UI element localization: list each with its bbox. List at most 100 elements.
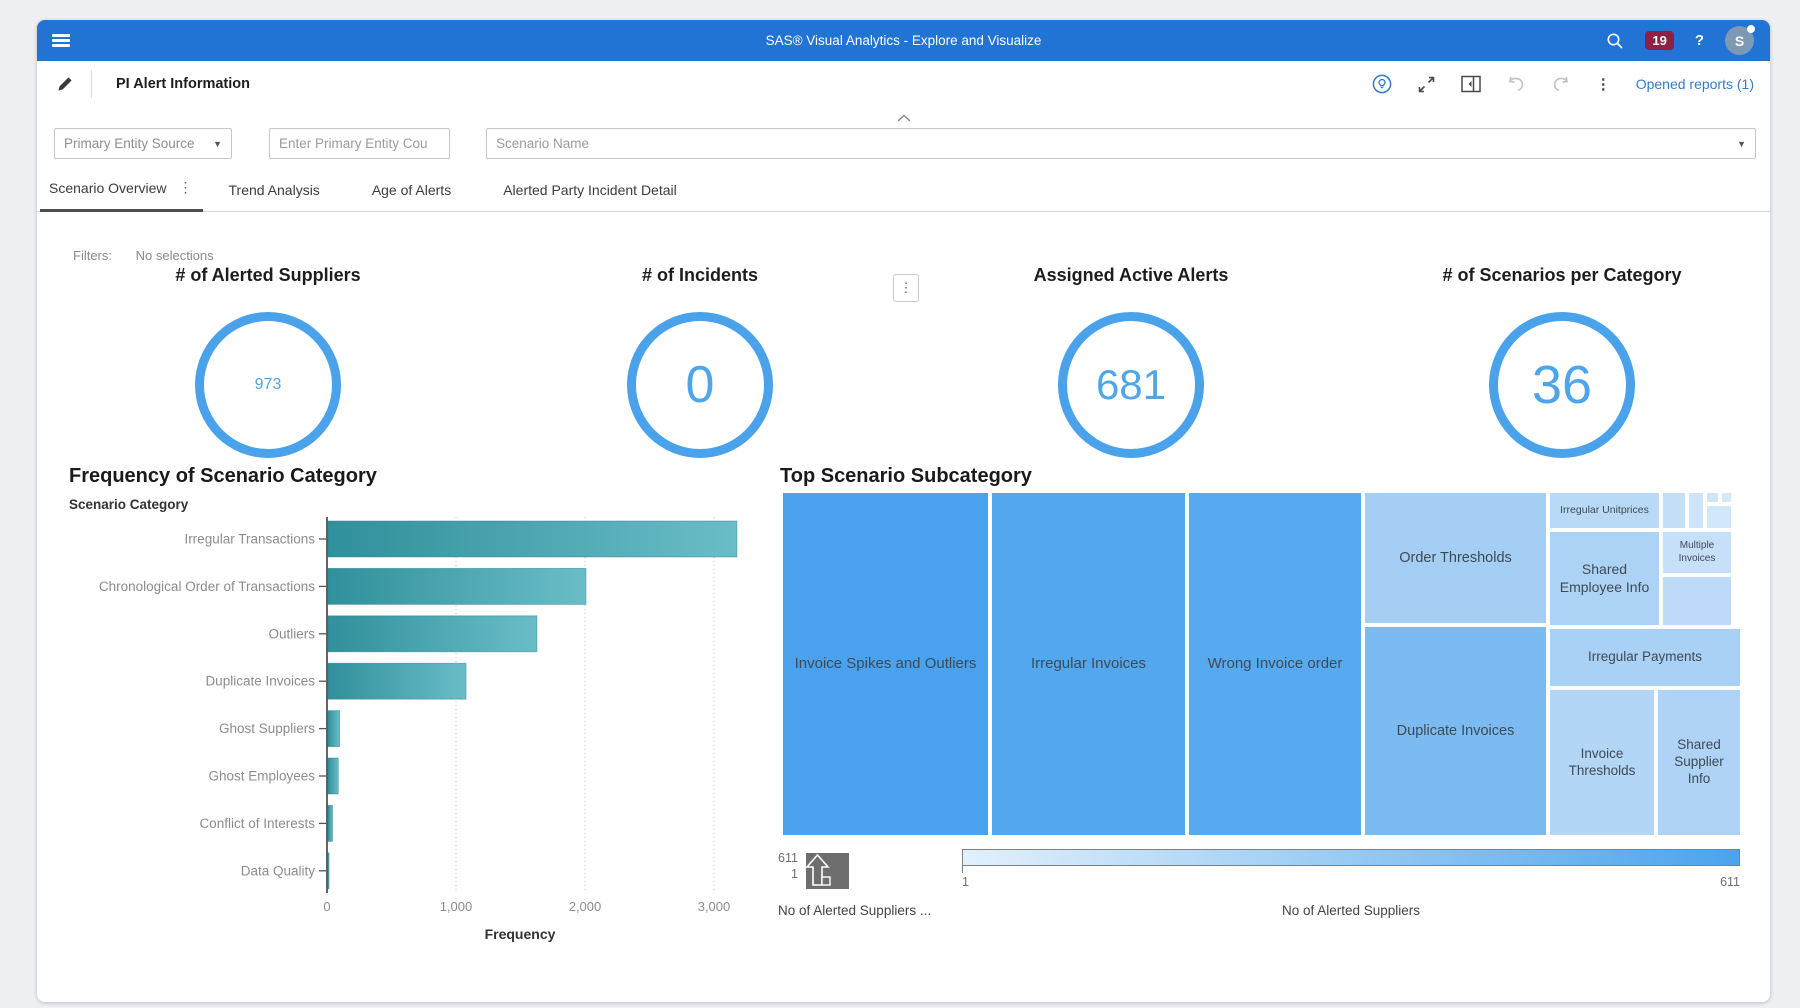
tile-unlabeled[interactable] xyxy=(1707,493,1718,502)
kpi-ring: 0 xyxy=(627,312,773,458)
bar-ghost-suppliers[interactable] xyxy=(327,710,341,748)
collapse-filters-icon[interactable] xyxy=(897,109,911,127)
tile-label: Shared Supplier Info xyxy=(1674,737,1724,786)
tab-label: Alerted Party Incident Detail xyxy=(503,182,677,198)
tab-label: Scenario Overview xyxy=(49,179,167,196)
kpi-title: # of Alerted Suppliers xyxy=(175,265,361,285)
tile-label: Irregular Unitprices xyxy=(1560,503,1649,516)
size-legend-label: No of Alerted Suppliers ... xyxy=(778,903,932,918)
bar-irregular-transactions[interactable] xyxy=(327,520,738,558)
kpi-ring: 973 xyxy=(195,312,341,458)
avatar-initial: S xyxy=(1734,32,1745,49)
toggle-panel-icon[interactable] xyxy=(1460,75,1481,93)
filters-value: No selections xyxy=(135,248,214,263)
app-window: SAS® Visual Analytics - Explore and Visu… xyxy=(37,20,1770,1002)
bar-chronological-order-of-transactions[interactable] xyxy=(327,568,587,605)
divider xyxy=(91,70,92,98)
kpi-scenarios-per-category: # of Scenarios per Category 36 xyxy=(1412,265,1712,458)
undo-icon[interactable] xyxy=(1506,75,1526,93)
x-axis-title: Frequency xyxy=(485,926,556,942)
object-menu-button[interactable]: ⋮ xyxy=(893,274,919,302)
tab-alerted-party-incident-detail[interactable]: Alerted Party Incident Detail xyxy=(477,182,703,211)
search-icon[interactable] xyxy=(1606,32,1624,50)
x-tick-label: 3,000 xyxy=(698,899,731,914)
kpi-value: 0 xyxy=(685,356,715,414)
tile-label: Shared Employee Info xyxy=(1559,561,1650,595)
tile-irregular-payments[interactable]: Irregular Payments xyxy=(1550,629,1740,686)
data-tips-icon[interactable] xyxy=(1372,74,1392,94)
gradient-axis-label: No of Alerted Suppliers xyxy=(1281,903,1421,918)
opened-reports-link[interactable]: Opened reports (1) xyxy=(1635,76,1754,92)
category-label: Duplicate Invoices xyxy=(205,674,315,689)
help-icon[interactable]: ? xyxy=(1694,32,1704,49)
bar-outliers[interactable] xyxy=(327,615,538,653)
tab-menu-icon[interactable]: ⋮ xyxy=(178,179,193,195)
expand-icon[interactable] xyxy=(1417,75,1436,94)
avatar[interactable]: S xyxy=(1725,25,1755,55)
category-label: Data Quality xyxy=(241,863,316,878)
gradient-min-label: 1 xyxy=(962,875,969,889)
kpi-title: # of Incidents xyxy=(641,265,758,285)
tile-irregular-unitprices[interactable]: Irregular Unitprices xyxy=(1550,493,1659,528)
tile-duplicate-invoices[interactable]: Duplicate Invoices xyxy=(1365,627,1546,835)
tab-bar: Scenario Overview ⋮ Trend Analysis Age of A… xyxy=(37,168,1770,212)
category-label: Ghost Employees xyxy=(208,769,315,784)
bar-duplicate-invoices[interactable] xyxy=(327,662,467,700)
category-label: Irregular Transactions xyxy=(184,532,315,547)
tile-irregular-invoices[interactable]: Irregular Invoices xyxy=(992,493,1185,835)
tile-wrong-invoice-order[interactable]: Wrong Invoice order xyxy=(1189,493,1361,835)
kpi-title: Assigned Active Alerts xyxy=(1033,265,1229,285)
tile-unlabeled[interactable] xyxy=(1663,577,1731,625)
x-tick-label: 1,000 xyxy=(440,899,473,914)
tile-invoice-thresholds[interactable]: Invoice Thresholds xyxy=(1550,690,1654,835)
app-header: SAS® Visual Analytics - Explore and Visu… xyxy=(37,20,1770,61)
tab-trend-analysis[interactable]: Trend Analysis xyxy=(203,182,346,211)
chevron-down-icon: ▼ xyxy=(213,138,222,149)
report-toolbar: PI Alert Information ⋮ Opened re xyxy=(37,61,1770,107)
category-label: Ghost Suppliers xyxy=(219,721,315,736)
size-legend: 611 1 xyxy=(778,851,849,891)
x-tick-label: 2,000 xyxy=(569,899,602,914)
x-tick-label: 0 xyxy=(323,899,330,914)
kpi-assigned-active-alerts: Assigned Active Alerts 681 xyxy=(981,265,1281,458)
overflow-menu-icon[interactable]: ⋮ xyxy=(1595,76,1611,93)
scenario-name-input[interactable] xyxy=(487,136,1738,151)
tile-order-thresholds[interactable]: Order Thresholds xyxy=(1365,493,1546,623)
tile-shared-supplier-info[interactable]: Shared Supplier Info xyxy=(1658,690,1740,835)
tab-scenario-overview[interactable]: Scenario Overview ⋮ xyxy=(40,179,203,212)
tile-label: Wrong Invoice order xyxy=(1207,654,1343,672)
bar-conflict-of-interests[interactable] xyxy=(327,804,333,842)
tile-shared-employee-info[interactable]: Shared Employee Info xyxy=(1550,532,1659,625)
tile-unlabeled[interactable] xyxy=(1707,506,1731,528)
entity-count-input[interactable] xyxy=(270,136,449,151)
tile-unlabeled[interactable] xyxy=(1722,493,1731,502)
filters-label: Filters: xyxy=(73,248,112,263)
redo-icon[interactable] xyxy=(1551,75,1571,93)
kpi-ring: 681 xyxy=(1058,312,1204,458)
tile-label: Duplicate Invoices xyxy=(1396,722,1515,739)
kpi-value: 973 xyxy=(254,376,282,393)
notification-badge[interactable]: 19 xyxy=(1645,31,1674,50)
tile-multiple-invoices[interactable]: Multiple Invoices xyxy=(1663,532,1731,573)
tab-age-of-alerts[interactable]: Age of Alerts xyxy=(346,182,477,211)
edit-pencil-icon[interactable] xyxy=(57,76,73,92)
app-title: SAS® Visual Analytics - Explore and Visu… xyxy=(765,33,1042,48)
category-label: Chronological Order of Transactions xyxy=(99,579,315,594)
category-label: Conflict of Interests xyxy=(199,816,315,831)
bar-chart-title: Frequency of Scenario Category xyxy=(69,465,377,487)
kpi-title: # of Scenarios per Category xyxy=(1442,265,1682,285)
kpi-value: 36 xyxy=(1531,355,1593,415)
menu-icon[interactable] xyxy=(52,34,70,47)
tile-unlabeled[interactable] xyxy=(1689,493,1703,528)
bar-ghost-employees[interactable] xyxy=(327,757,339,795)
bar-data-quality[interactable] xyxy=(327,852,330,890)
report-title: PI Alert Information xyxy=(116,76,250,92)
entity-source-select[interactable]: Primary Entity Source ▼ xyxy=(54,128,232,159)
tile-label: Invoice Spikes and Outliers xyxy=(794,654,977,672)
kpi-value: 681 xyxy=(1095,361,1167,408)
tile-unlabeled[interactable] xyxy=(1663,493,1685,528)
size-legend-min: 1 xyxy=(790,866,798,881)
tile-invoice-spikes-and-outliers[interactable]: Invoice Spikes and Outliers xyxy=(783,493,988,835)
tab-label: Trend Analysis xyxy=(228,182,320,198)
